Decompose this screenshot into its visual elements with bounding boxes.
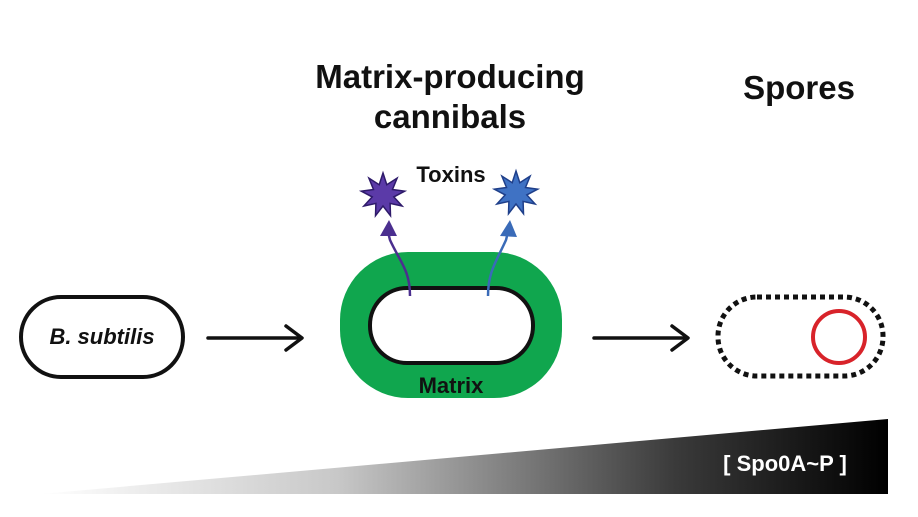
cannibals-heading-line1: Matrix-producing bbox=[315, 58, 585, 95]
toxin-secretion-arrow-left bbox=[380, 220, 412, 297]
bsubtilis-cell: B. subtilis bbox=[19, 295, 185, 379]
spore-cell bbox=[715, 294, 886, 379]
cannibal-cell: Matrix bbox=[340, 252, 562, 398]
spo0a-gradient-label: [ Spo0A~P ] bbox=[723, 451, 847, 476]
cannibals-heading-line2: cannibals bbox=[374, 98, 526, 135]
arrow-to-spores bbox=[592, 324, 690, 352]
spo0a-gradient-wedge: [ Spo0A~P ] bbox=[40, 419, 888, 494]
starburst-icon bbox=[491, 168, 541, 216]
toxin-secretion-arrow-right bbox=[486, 220, 517, 297]
arrow-to-cannibals bbox=[206, 324, 304, 352]
starburst-icon bbox=[358, 170, 408, 218]
bsubtilis-label: B. subtilis bbox=[49, 324, 154, 349]
forespore bbox=[811, 309, 867, 365]
matrix-label: Matrix bbox=[419, 373, 485, 398]
spores-heading: Spores bbox=[743, 69, 855, 106]
toxins-label: Toxins bbox=[416, 162, 485, 187]
